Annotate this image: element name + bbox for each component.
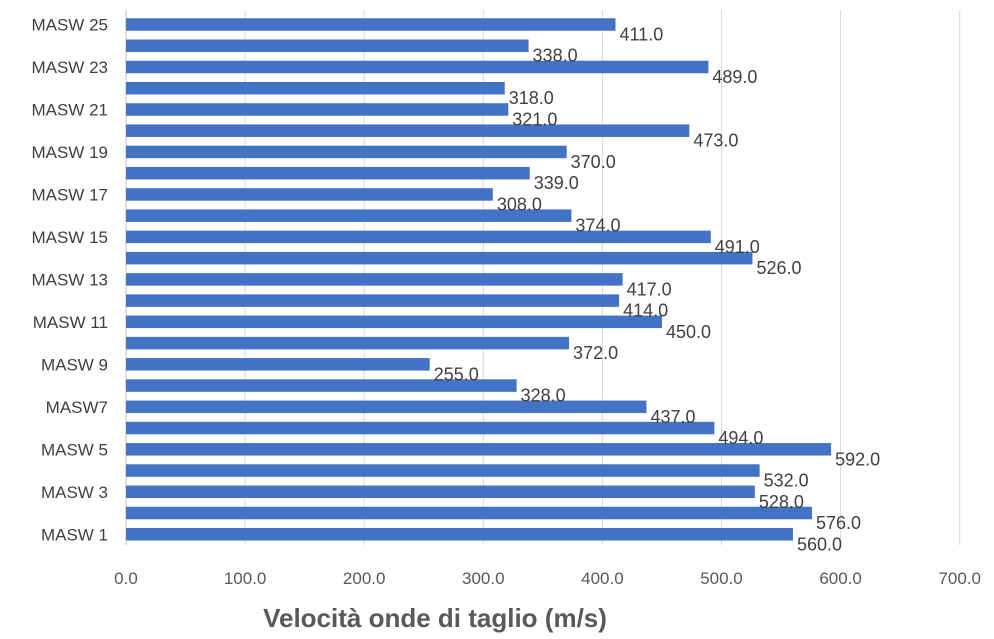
data-label: 308.0 <box>497 194 542 214</box>
data-label: 494.0 <box>718 428 763 448</box>
data-label: 576.0 <box>816 513 861 533</box>
bar <box>126 166 530 180</box>
data-label: 370.0 <box>571 152 616 172</box>
bar <box>126 60 709 74</box>
bar <box>126 251 753 265</box>
category-label: MASW 1 <box>41 525 108 544</box>
bar <box>126 230 711 244</box>
category-label: MASW 23 <box>31 58 108 77</box>
bar <box>126 421 715 435</box>
category-label: MASW 11 <box>33 313 108 332</box>
bars <box>126 18 832 541</box>
data-label: 560.0 <box>797 534 842 554</box>
bar <box>126 81 505 95</box>
data-label: 473.0 <box>693 131 738 151</box>
bar <box>126 485 755 499</box>
data-label: 528.0 <box>759 492 804 512</box>
category-labels: MASW 1 MASW 3 MASW 5 MASW7 MASW 9 MASW 11 MASW… <box>31 16 108 545</box>
data-label: 491.0 <box>715 237 760 257</box>
x-tick-label: 100.0 <box>224 569 267 588</box>
bar <box>126 124 690 137</box>
data-label: 321.0 <box>512 109 557 129</box>
category-label: MASW7 <box>46 398 108 417</box>
data-label: 532.0 <box>764 471 809 491</box>
bar <box>126 443 832 456</box>
data-label: 318.0 <box>509 88 554 108</box>
x-tick-label: 200.0 <box>343 569 386 588</box>
x-tick-label: 500.0 <box>700 569 743 588</box>
data-label: 437.0 <box>650 407 695 427</box>
bar <box>126 103 509 116</box>
bar <box>126 315 662 329</box>
data-label: 374.0 <box>575 216 620 236</box>
bar <box>126 379 517 392</box>
bar <box>126 528 793 541</box>
bar <box>126 464 760 477</box>
bar <box>126 273 623 286</box>
bar <box>126 188 493 201</box>
bar <box>126 400 647 414</box>
data-label: 339.0 <box>534 173 579 193</box>
data-label: 489.0 <box>712 67 757 87</box>
data-label: 417.0 <box>627 279 672 299</box>
x-tick-label: 700.0 <box>938 569 981 588</box>
bar <box>126 506 813 520</box>
category-label: MASW 21 <box>31 100 108 119</box>
bar <box>126 294 620 307</box>
bar <box>126 336 570 350</box>
bar <box>126 39 529 52</box>
data-label: 414.0 <box>623 301 668 321</box>
bar <box>126 358 430 371</box>
data-label: 450.0 <box>666 322 711 342</box>
category-label: MASW 3 <box>41 483 108 502</box>
category-label: MASW 19 <box>31 143 108 162</box>
bar <box>126 18 616 31</box>
x-tick-labels: 0.0 100.0 200.0 300.0 400.0 500.0 600.0 700.0 <box>114 569 981 588</box>
x-tick-label: 300.0 <box>462 569 505 588</box>
category-label: MASW 25 <box>31 16 108 35</box>
data-label: 592.0 <box>835 449 880 469</box>
bar <box>126 145 567 159</box>
x-tick-label: 0.0 <box>114 569 138 588</box>
data-label: 526.0 <box>756 258 801 278</box>
bar <box>126 209 572 222</box>
x-tick-label: 400.0 <box>581 569 624 588</box>
x-axis-title: Velocità onde di taglio (m/s) <box>263 603 607 633</box>
data-label: 372.0 <box>573 343 618 363</box>
data-label: 328.0 <box>521 386 566 406</box>
category-label: MASW 15 <box>31 228 108 247</box>
data-label: 255.0 <box>434 364 479 384</box>
category-label: MASW 5 <box>41 440 108 459</box>
category-label: MASW 9 <box>41 355 108 374</box>
data-label: 338.0 <box>533 46 578 66</box>
data-label: 411.0 <box>620 25 664 45</box>
category-label: MASW 17 <box>31 185 108 204</box>
category-label: MASW 13 <box>31 270 108 289</box>
x-tick-label: 600.0 <box>819 569 862 588</box>
